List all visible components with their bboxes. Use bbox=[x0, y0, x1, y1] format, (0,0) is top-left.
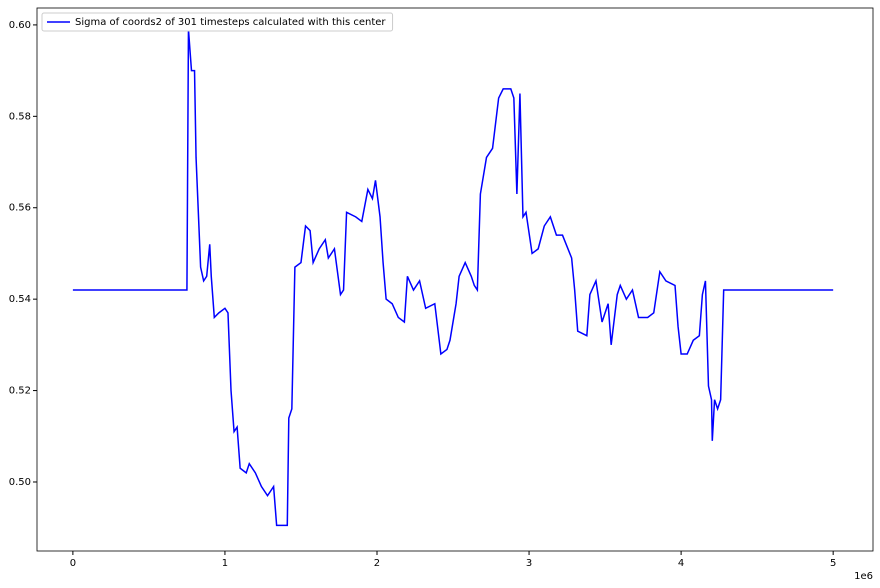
y-tick-label: 0.56 bbox=[9, 203, 31, 214]
x-tick-label: 0 bbox=[70, 558, 76, 569]
y-tick-label: 0.54 bbox=[9, 294, 31, 305]
y-tick-label: 0.58 bbox=[9, 111, 31, 122]
x-tick-label: 4 bbox=[678, 558, 684, 569]
y-tick-label: 0.60 bbox=[9, 20, 31, 31]
x-offset-label: 1e6 bbox=[854, 571, 873, 582]
x-tick-label: 3 bbox=[526, 558, 532, 569]
x-tick-label: 1 bbox=[222, 558, 228, 569]
axes-frame bbox=[36, 7, 874, 552]
legend-box bbox=[41, 12, 394, 32]
legend-label: Sigma of coords2 of 301 timesteps calcul… bbox=[75, 17, 386, 28]
x-tick-label: 5 bbox=[830, 558, 836, 569]
data-line bbox=[72, 29, 834, 527]
x-tick-label: 2 bbox=[374, 558, 380, 569]
y-tick-label: 0.52 bbox=[9, 386, 31, 397]
y-tick-label: 0.50 bbox=[9, 477, 31, 488]
